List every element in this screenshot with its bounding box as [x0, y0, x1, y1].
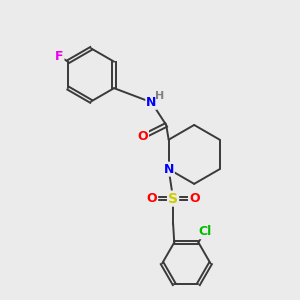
- Text: Cl: Cl: [198, 225, 211, 238]
- Text: O: O: [137, 130, 148, 143]
- Text: F: F: [55, 50, 64, 63]
- Text: H: H: [155, 91, 164, 101]
- Text: O: O: [189, 192, 200, 205]
- Text: S: S: [168, 192, 178, 206]
- Text: N: N: [164, 163, 174, 176]
- Text: O: O: [147, 192, 157, 205]
- Text: N: N: [146, 96, 157, 109]
